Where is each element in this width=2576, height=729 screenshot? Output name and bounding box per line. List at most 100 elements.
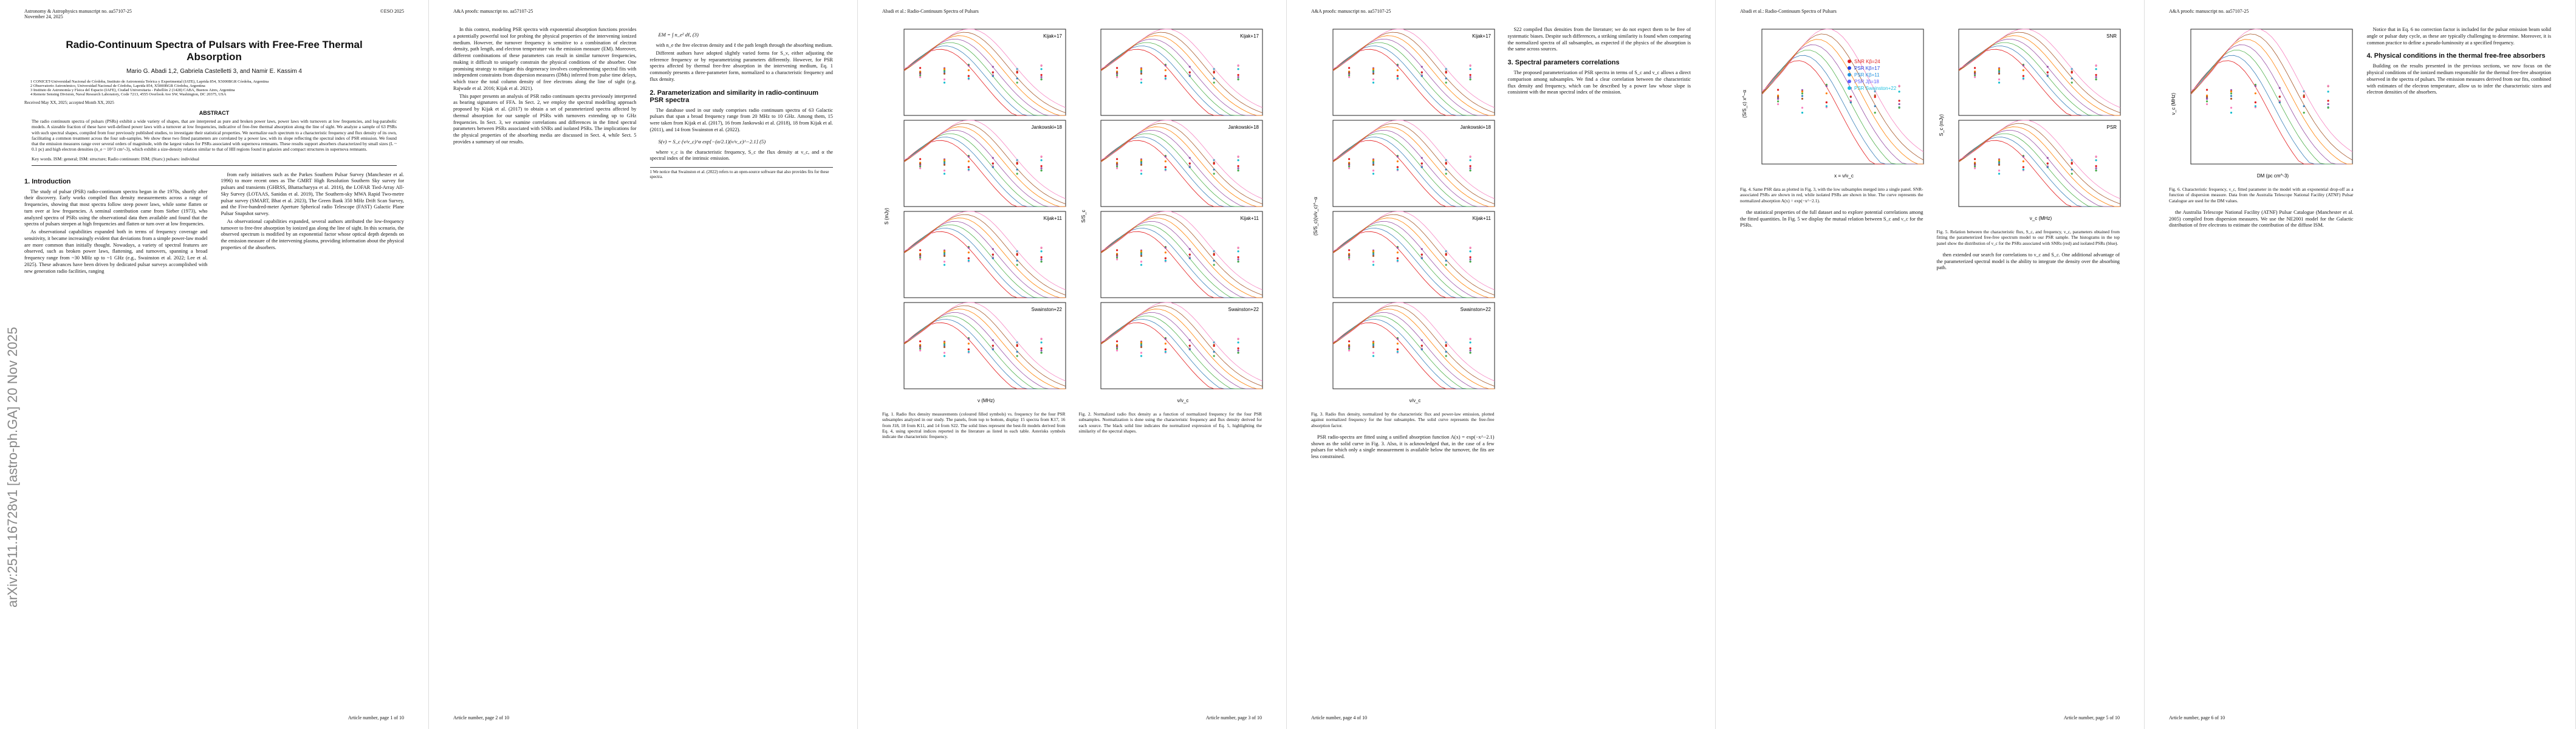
figure-box: Kijak+17 Jankowski+18 Kijak+11 Swainston+22… [1311, 27, 1495, 409]
curve [1100, 214, 1262, 296]
point [2095, 165, 2097, 168]
point [1188, 257, 1191, 259]
text: As observational capabilities expanded b… [24, 229, 208, 274]
running-head: Astronomy & Astrophysics manuscript no. … [24, 9, 132, 14]
point [1445, 77, 1447, 80]
point [1849, 101, 1852, 104]
page-footer: Article number, page 3 of 10 [1205, 715, 1262, 720]
caption: Fig. 4. Same PSR data as plotted in Fig.… [1740, 187, 1923, 204]
point [2303, 111, 2305, 114]
x-axis-label: DM (pc cm^-3) [2257, 173, 2289, 179]
title: Radio-Continuum Spectra of Pulsars with … [66, 39, 363, 63]
page: Abadi et al.: Radio-Continuum Spectra of… [858, 0, 1287, 729]
panel-frame [1100, 302, 1262, 389]
point [919, 258, 922, 261]
point [1140, 72, 1142, 75]
columns: SNR Kβ=24 PSR Kβ=17 PSR Kβ=11 PSR Jβ=18 PSR … [1740, 27, 2120, 273]
page: A&A proofs: manuscript no. aa57107-25 Kij… [1287, 0, 1716, 729]
point [1188, 253, 1191, 256]
point [967, 166, 970, 168]
point [2095, 159, 2097, 162]
point [1348, 162, 1351, 165]
figure: Kijak+17 Jankowski+18 Kijak+11 Swainston+22… [1313, 29, 1495, 403]
panel-frame [903, 120, 1066, 207]
page-header: A&A proofs: manuscript no. aa57107-25 [1311, 9, 1691, 27]
curve [1332, 217, 1495, 298]
figure-box: DM (pc cm^-3) ν_c (MHz) [2169, 27, 2354, 184]
curve [1100, 228, 1262, 298]
point [1348, 71, 1351, 74]
point [1372, 355, 1375, 357]
point [1469, 352, 1471, 354]
point [2230, 97, 2233, 100]
point [2230, 95, 2233, 97]
point [1849, 100, 1852, 102]
point [1801, 92, 1804, 95]
point [1115, 249, 1118, 252]
page-footer: Article number, page 1 of 10 [348, 715, 404, 720]
point [1237, 165, 1239, 168]
panel-frame [1958, 29, 2120, 116]
curve [1761, 44, 1923, 165]
curve [1100, 46, 1262, 116]
curve [903, 137, 1066, 207]
point [992, 253, 994, 256]
point [2046, 71, 2049, 74]
curve [1761, 29, 1924, 152]
point [1898, 84, 1900, 87]
column: Notice that in Eq. 6 no correction facto… [2367, 27, 2552, 230]
curve [1958, 35, 2120, 116]
point [1396, 338, 1399, 340]
point [1188, 166, 1191, 168]
legend-marker [1848, 80, 1851, 83]
curve [1958, 126, 2120, 207]
point [2206, 98, 2208, 100]
point [1164, 75, 1166, 77]
curve [1100, 129, 1262, 207]
point [2046, 162, 2049, 165]
point [992, 257, 994, 259]
point [1140, 341, 1142, 344]
point [2046, 166, 2049, 168]
curve [1958, 140, 2120, 207]
point [1998, 78, 2000, 81]
point [967, 156, 970, 158]
point [1237, 78, 1239, 81]
point [1188, 162, 1191, 165]
point [1372, 261, 1375, 263]
point [1213, 168, 1215, 171]
panel-frame [1332, 302, 1495, 389]
point [1140, 255, 1142, 257]
point [1445, 259, 1447, 262]
point [2071, 77, 2073, 80]
point [1372, 264, 1375, 266]
curve [1958, 38, 2120, 116]
point [1420, 75, 1423, 77]
curve [903, 46, 1066, 116]
point [1469, 347, 1471, 350]
curve [1958, 46, 2120, 116]
point [2206, 100, 2208, 103]
point [992, 344, 994, 347]
curve [1332, 221, 1495, 298]
y-axis-label: (S/S_c) x^−α [1742, 90, 1747, 118]
point [1140, 352, 1142, 354]
point [943, 169, 946, 172]
point [1040, 338, 1043, 340]
x-axis-label: x = ν/ν_c [1834, 173, 1854, 179]
point [943, 253, 946, 255]
point [1825, 101, 1828, 104]
point [2254, 85, 2256, 87]
column: DM (pc cm^-3) ν_c (MHz) Fig. 6. Characteri… [2169, 27, 2354, 230]
column: S22 compiled flux densities from the lit… [1508, 27, 1691, 462]
panel-frame [2190, 29, 2353, 165]
curve [1100, 29, 1262, 108]
curve [1332, 302, 1495, 382]
point [1445, 168, 1447, 171]
point [1777, 94, 1780, 97]
curve [903, 123, 1066, 205]
caption: Fig. 5. Relation between the characteris… [1936, 229, 2120, 246]
curve [903, 126, 1066, 207]
point [1372, 162, 1375, 164]
text: PSR radio-spectra are fitted using a uni… [1311, 434, 1495, 459]
